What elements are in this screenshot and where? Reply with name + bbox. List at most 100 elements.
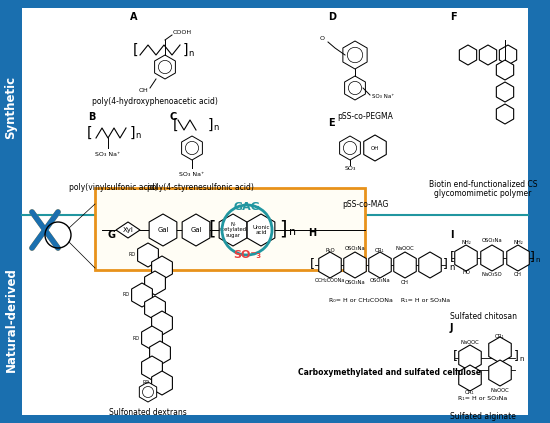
Text: [: [ — [453, 349, 458, 363]
Text: Gal: Gal — [190, 227, 202, 233]
Polygon shape — [141, 356, 162, 380]
Text: NaOOC: NaOOC — [461, 341, 480, 346]
Polygon shape — [219, 214, 247, 246]
Polygon shape — [480, 45, 497, 65]
Text: HO: HO — [462, 270, 470, 275]
Text: R₂O: R₂O — [325, 247, 335, 253]
Text: R₁= H or SO₃Na: R₁= H or SO₃Na — [458, 396, 508, 401]
Text: C: C — [170, 112, 177, 122]
Text: Sulfated chitosan: Sulfated chitosan — [449, 312, 516, 321]
Text: OR₁: OR₁ — [375, 247, 385, 253]
Text: F: F — [450, 12, 456, 22]
Polygon shape — [149, 214, 177, 246]
Text: D: D — [328, 12, 336, 22]
Text: Natural-derived: Natural-derived — [4, 268, 18, 372]
Text: [: [ — [87, 126, 93, 140]
Text: OSO₃Na: OSO₃Na — [345, 245, 365, 250]
Text: RO: RO — [142, 381, 150, 385]
Text: Biotin end-functionalized CS: Biotin end-functionalized CS — [429, 180, 537, 189]
Text: n: n — [520, 356, 524, 362]
Text: [: [ — [208, 220, 216, 239]
Text: H: H — [308, 228, 316, 238]
Text: n: n — [135, 132, 141, 140]
Polygon shape — [145, 271, 166, 295]
Text: B: B — [88, 112, 95, 122]
Text: NaOOC: NaOOC — [491, 387, 509, 393]
Text: [: [ — [172, 118, 178, 132]
Polygon shape — [459, 345, 481, 371]
Text: OR₁: OR₁ — [495, 335, 505, 340]
Polygon shape — [507, 245, 529, 271]
Text: OH: OH — [514, 272, 522, 277]
Text: poly(vinylsulfonic acid): poly(vinylsulfonic acid) — [69, 183, 157, 192]
Text: OH: OH — [138, 88, 148, 93]
Polygon shape — [481, 245, 503, 271]
Polygon shape — [459, 45, 477, 65]
Text: n: n — [536, 257, 540, 263]
Text: OH: OH — [371, 146, 379, 151]
Polygon shape — [343, 41, 367, 69]
Text: [: [ — [449, 250, 454, 264]
Polygon shape — [152, 371, 172, 395]
Text: poly(4-hydroxyphenoacetic acid): poly(4-hydroxyphenoacetic acid) — [92, 97, 218, 106]
Polygon shape — [455, 245, 477, 271]
Text: OR₁: OR₁ — [465, 390, 475, 396]
Polygon shape — [496, 82, 514, 102]
Polygon shape — [152, 256, 172, 280]
Text: n: n — [449, 263, 455, 272]
Text: OCH₂COONa: OCH₂COONa — [315, 277, 345, 283]
Text: COOH: COOH — [173, 30, 192, 36]
Text: Xyl: Xyl — [123, 227, 134, 233]
Polygon shape — [496, 60, 514, 80]
Text: Sulfated alginate: Sulfated alginate — [450, 412, 516, 421]
Polygon shape — [145, 296, 166, 320]
Text: ]: ] — [279, 220, 287, 239]
Text: J: J — [450, 323, 454, 333]
Polygon shape — [364, 135, 386, 161]
Text: RO: RO — [123, 292, 130, 297]
Polygon shape — [152, 311, 172, 335]
Text: n: n — [289, 227, 296, 237]
Polygon shape — [139, 382, 157, 402]
Text: SO₃ Na⁺: SO₃ Na⁺ — [95, 152, 120, 157]
Polygon shape — [368, 252, 391, 278]
Polygon shape — [131, 283, 152, 307]
Text: ]: ] — [207, 118, 213, 132]
Polygon shape — [496, 104, 514, 124]
Text: SO₃ Na⁺: SO₃ Na⁺ — [372, 94, 394, 99]
Polygon shape — [141, 326, 162, 350]
Text: pSS-co-PEGMA: pSS-co-PEGMA — [337, 112, 393, 121]
Text: I: I — [450, 230, 454, 240]
Text: SO₃ Na⁺: SO₃ Na⁺ — [179, 172, 205, 177]
Text: glycomomimetic polymer: glycomomimetic polymer — [434, 189, 532, 198]
Text: NaOOC: NaOOC — [395, 245, 414, 250]
Text: E: E — [328, 118, 334, 128]
Polygon shape — [339, 136, 360, 160]
Polygon shape — [116, 222, 140, 238]
Text: N-
acetylated
sugar: N- acetylated sugar — [219, 222, 247, 238]
Polygon shape — [345, 76, 365, 100]
Polygon shape — [499, 45, 516, 65]
Text: A: A — [130, 12, 138, 22]
Polygon shape — [155, 55, 175, 79]
Text: SO⁻₃: SO⁻₃ — [233, 250, 261, 260]
Bar — [528, 0, 550, 423]
Text: RO: RO — [129, 253, 135, 258]
Text: OSO₃Na: OSO₃Na — [482, 239, 502, 244]
Polygon shape — [489, 337, 512, 363]
Text: pSS-co-MAG: pSS-co-MAG — [342, 200, 388, 209]
Polygon shape — [489, 360, 512, 386]
Text: ]: ] — [514, 349, 519, 363]
Text: G: G — [107, 230, 115, 240]
Text: ]: ] — [530, 250, 535, 264]
Bar — [95, 188, 365, 270]
Text: Sulfonated dextrans: Sulfonated dextrans — [109, 408, 187, 417]
Text: GAG: GAG — [234, 202, 261, 212]
Polygon shape — [182, 214, 210, 246]
Text: ]: ] — [443, 258, 448, 270]
Text: O: O — [320, 36, 325, 41]
Text: n: n — [213, 124, 219, 132]
Polygon shape — [150, 341, 170, 365]
Polygon shape — [419, 252, 441, 278]
Text: OSO₃Na: OSO₃Na — [345, 280, 365, 285]
